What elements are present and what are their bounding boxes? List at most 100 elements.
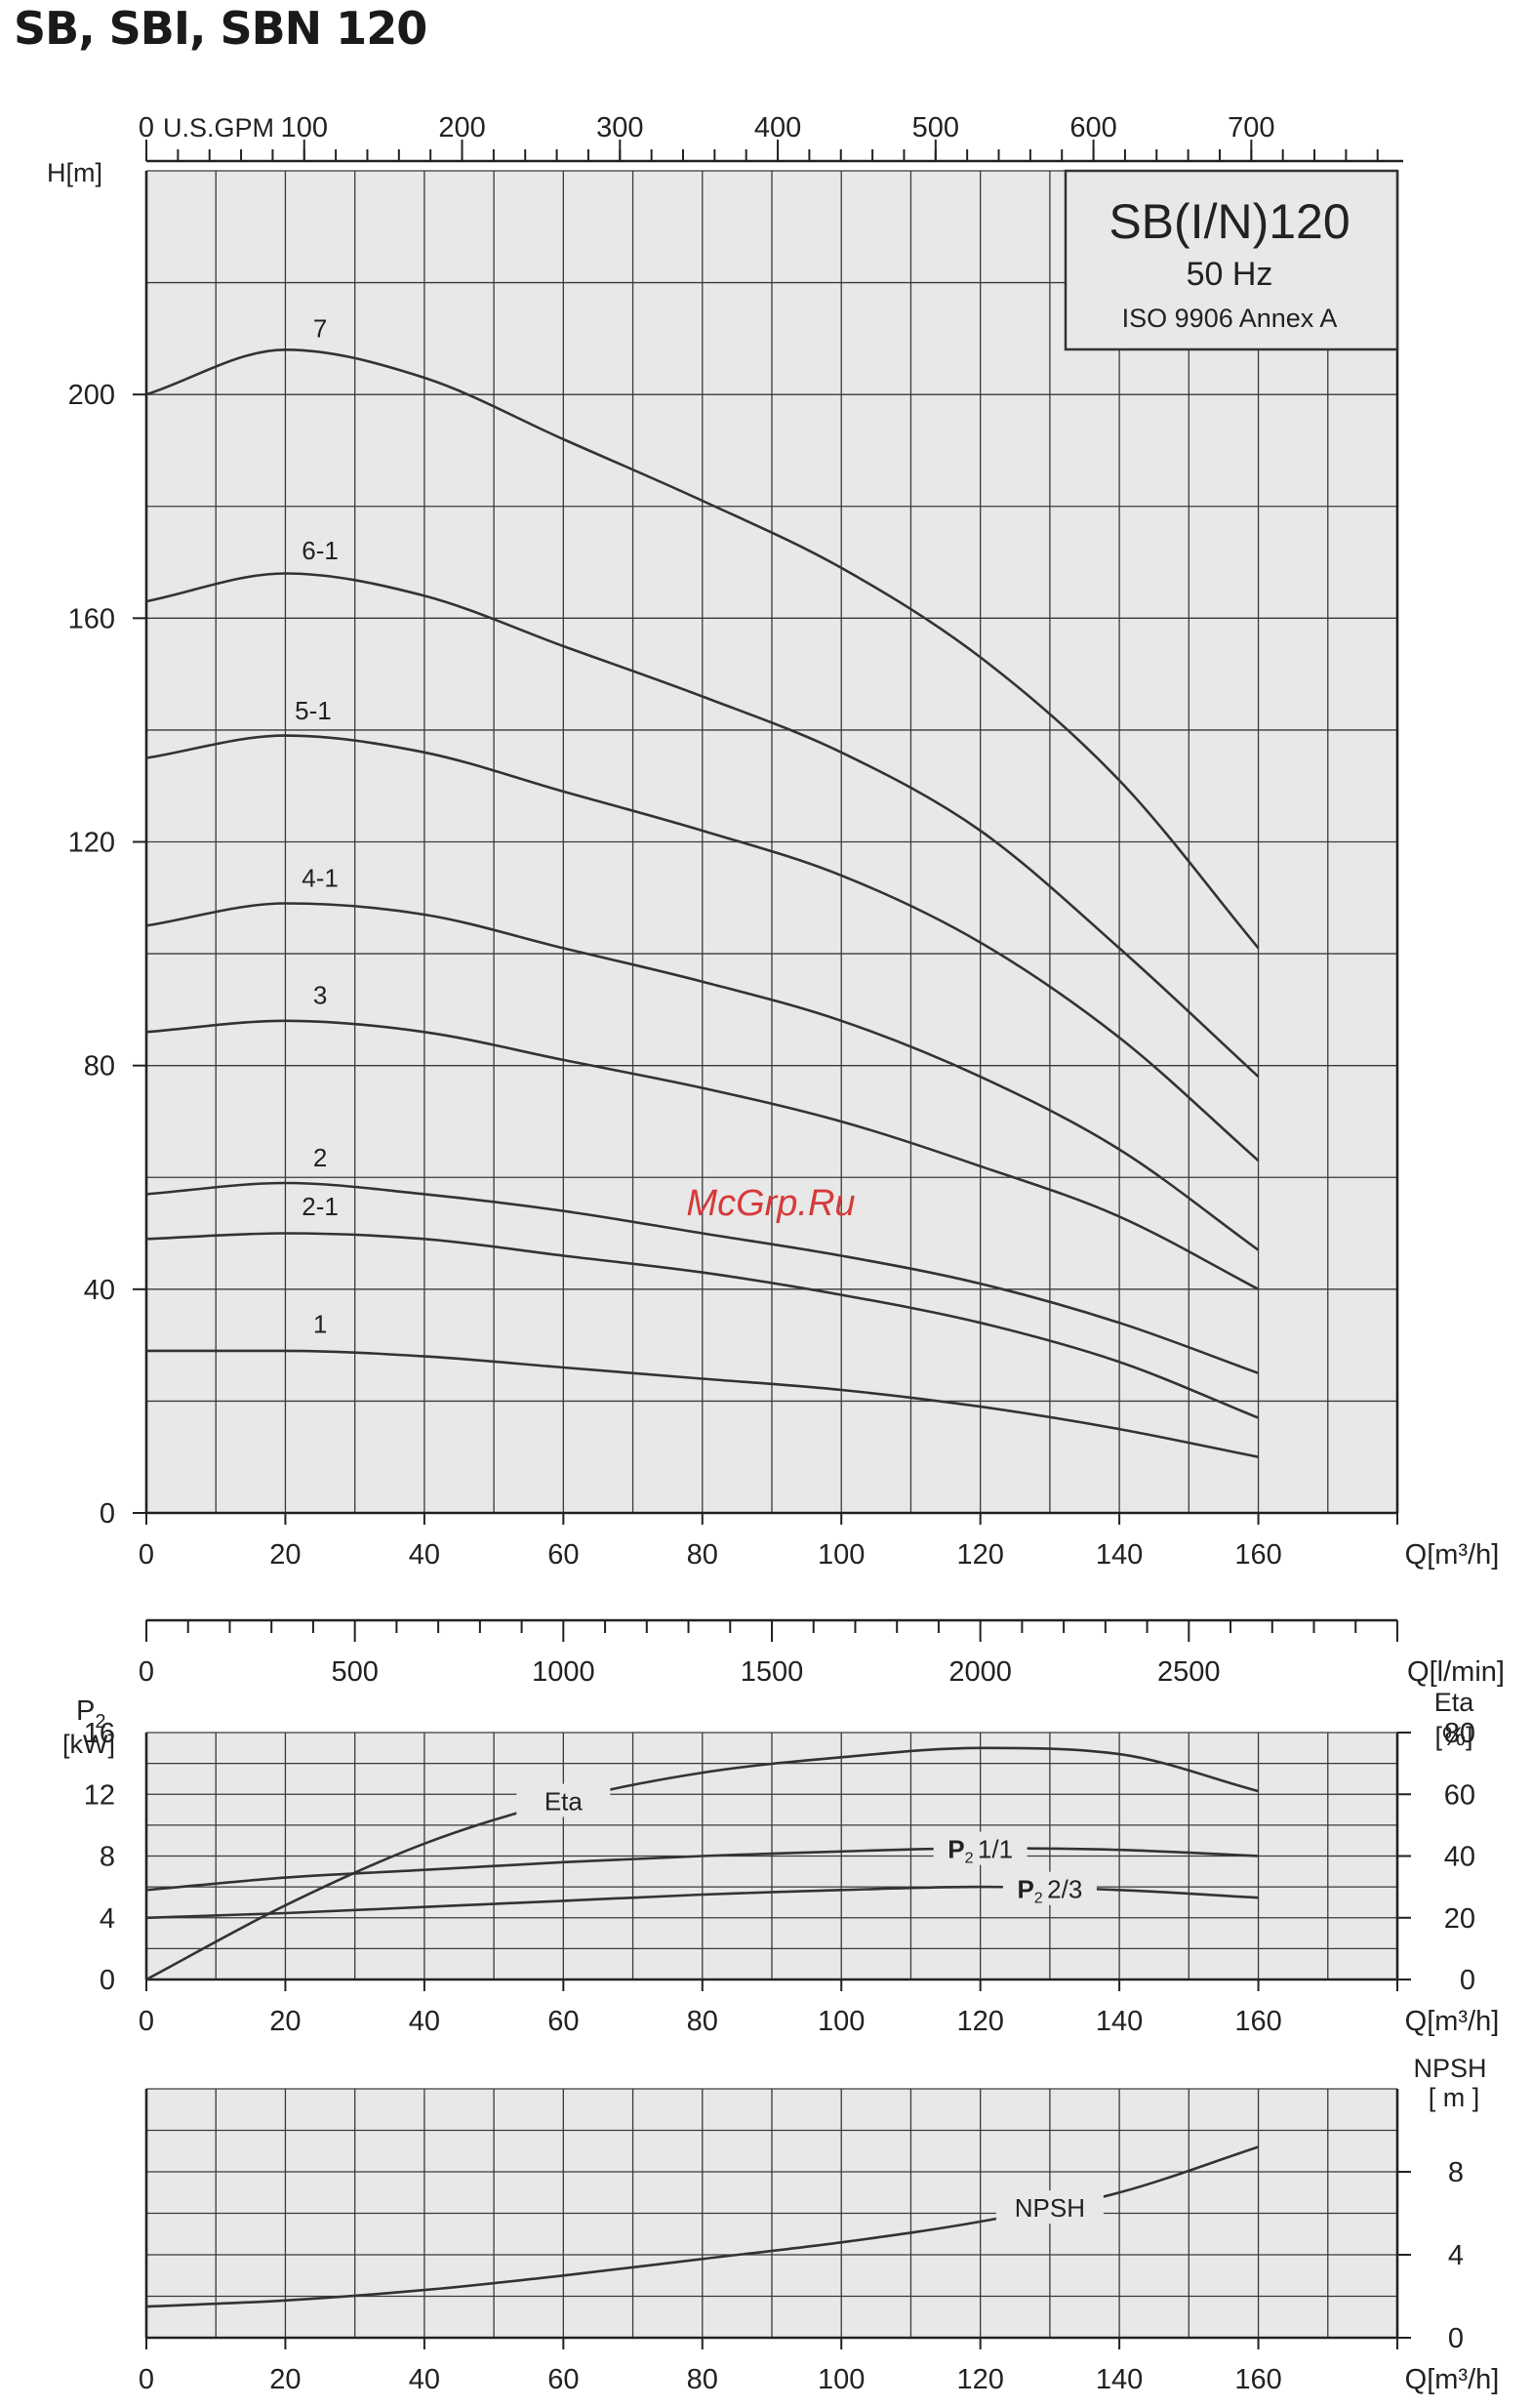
- head-curve-label: 5-1: [295, 696, 332, 725]
- power-x-tick-label: 0: [139, 2006, 154, 2037]
- gpm-axis-tick-label: 500: [912, 112, 959, 143]
- lmin-axis-tick-label: 2500: [1157, 1656, 1221, 1688]
- head-curve-label: 2: [313, 1143, 327, 1172]
- head-curve-label: 2-1: [302, 1192, 339, 1221]
- head-x-tick-label: 140: [1096, 1539, 1143, 1571]
- gpm-axis-tick-label: 100: [281, 112, 328, 143]
- npsh-x-axis-label: Q[m³/h]: [1405, 2364, 1500, 2395]
- head-curve-3: [145, 1019, 1260, 1290]
- power-x-tick-label: 40: [409, 2006, 440, 2037]
- head-y-tick-label: 40: [84, 1275, 115, 1306]
- power-y-tick-label: 0: [100, 1965, 115, 1996]
- head-curve-label: 3: [313, 981, 327, 1010]
- eta-y-tick-label: 60: [1444, 1779, 1475, 1811]
- curve-label-bg: [516, 1783, 611, 1817]
- head-curve-2: [145, 1181, 1260, 1375]
- npsh-x-tick-label: 0: [139, 2364, 154, 2395]
- gpm-axis-tick-label: 400: [754, 112, 801, 143]
- eta-y-tick-label: 20: [1444, 1903, 1475, 1935]
- npsh-y-tick-label: 8: [1448, 2157, 1464, 2188]
- power-x-tick-label: 120: [956, 2006, 1003, 2037]
- info-box: SB(I/N)120 50 Hz ISO 9906 Annex A: [1064, 169, 1399, 351]
- head-curve-label: 7: [313, 313, 327, 343]
- lmin-axis-tick-label: 1500: [741, 1656, 804, 1688]
- gpm-axis-tick-label: 200: [438, 112, 485, 143]
- head-y-tick-label: 80: [84, 1051, 115, 1082]
- power-x-tick-label: 140: [1096, 2006, 1143, 2037]
- gpm-axis-tick-label: 0: [139, 112, 154, 143]
- power-x-tick-label: 80: [687, 2006, 718, 2037]
- info-box-title: SB(I/N)120: [1109, 194, 1350, 249]
- info-box-standard: ISO 9906 Annex A: [1122, 304, 1338, 333]
- power-y-tick-label: 16: [84, 1718, 115, 1749]
- curve-label-bg: [995, 2190, 1104, 2224]
- lmin-axis-tick-label: 1000: [532, 1656, 595, 1688]
- head-curve-1: [146, 1349, 1259, 1458]
- npsh-y-tick-label: 0: [1448, 2323, 1464, 2354]
- power-x-tick-label: 60: [547, 2006, 579, 2037]
- npsh-x-tick-label: 160: [1234, 2364, 1281, 2395]
- npsh-curve-label: NPSH: [1015, 2193, 1085, 2223]
- gpm-axis-tick-label: 300: [596, 112, 643, 143]
- head-curve-4-1: [145, 902, 1260, 1251]
- head-curve-5-1: [145, 734, 1260, 1163]
- head-curve-label: 1: [313, 1309, 327, 1338]
- head-x-tick-label: 20: [269, 1539, 301, 1571]
- npsh-x-tick-label: 100: [818, 2364, 865, 2395]
- gpm-axis-tick-label: 600: [1069, 112, 1116, 143]
- head-x-tick-label: 100: [818, 1539, 865, 1571]
- eta-y-tick-label: 0: [1460, 1965, 1475, 1996]
- lmin-axis-label: Q[l/min]: [1407, 1656, 1505, 1688]
- npsh-y-axis-unit: [ m ]: [1429, 2083, 1480, 2112]
- power-x-tick-label: 20: [269, 2006, 301, 2037]
- npsh-x-tick-label: 120: [956, 2364, 1003, 2395]
- head-curve-6-1: [145, 572, 1260, 1079]
- power-curve-label: Eta: [544, 1787, 584, 1816]
- npsh-x-tick-label: 20: [269, 2364, 301, 2395]
- npsh-x-tick-label: 40: [409, 2364, 440, 2395]
- npsh-y-tick-label: 4: [1448, 2240, 1464, 2271]
- eta-y-axis-unit: [%]: [1434, 1722, 1472, 1751]
- power-curve-label: P2 2/3: [1017, 1875, 1082, 1907]
- power-curve-P2-1-1: [145, 1847, 1259, 1892]
- power-y-tick-label: 12: [84, 1779, 115, 1811]
- lmin-axis-tick-label: 2000: [948, 1656, 1012, 1688]
- info-box-frequency: 50 Hz: [1187, 256, 1273, 293]
- lmin-axis-tick-label: 500: [331, 1656, 378, 1688]
- head-curve-7: [145, 347, 1260, 950]
- head-x-tick-label: 0: [139, 1539, 154, 1571]
- power-curve-Eta: [145, 1746, 1259, 1981]
- gpm-axis-tick-label: 700: [1228, 112, 1274, 143]
- power-y-tick-label: 4: [100, 1903, 115, 1935]
- head-y-axis-label: H[m]: [47, 158, 102, 187]
- head-y-tick-label: 160: [68, 603, 115, 634]
- gpm-axis-label: U.S.GPM: [163, 113, 274, 143]
- head-x-axis-label: Q[m³/h]: [1405, 1539, 1500, 1571]
- head-x-tick-label: 120: [956, 1539, 1003, 1571]
- power-y-tick-label: 8: [100, 1842, 115, 1873]
- power-x-tick-label: 100: [818, 2006, 865, 2037]
- head-curve-label: 6-1: [302, 536, 339, 565]
- head-x-tick-label: 80: [687, 1539, 718, 1571]
- power-curve-label: P2 1/1: [947, 1835, 1013, 1867]
- head-y-tick-label: 200: [68, 380, 115, 411]
- eta-y-tick-label: 80: [1444, 1718, 1475, 1749]
- npsh-y-axis-label: NPSH: [1413, 2054, 1486, 2083]
- curve-label-bg: [1002, 1871, 1097, 1905]
- curve-label-bg: [933, 1831, 1028, 1865]
- npsh-x-tick-label: 80: [687, 2364, 718, 2395]
- head-y-tick-label: 120: [68, 828, 115, 859]
- head-y-tick-label: 0: [100, 1498, 115, 1530]
- head-curve-2-1: [145, 1232, 1260, 1419]
- page-title: SB, SBI, SBN 120: [14, 2, 427, 55]
- lmin-axis-tick-label: 0: [139, 1656, 154, 1688]
- eta-y-axis-label: Eta: [1434, 1688, 1475, 1717]
- power-y-axis-unit: [kW]: [62, 1730, 115, 1759]
- power-x-axis-label: Q[m³/h]: [1405, 2006, 1500, 2037]
- head-x-tick-label: 40: [409, 1539, 440, 1571]
- info-box-frame: [1064, 169, 1399, 351]
- watermark: McGrp.Ru: [686, 1183, 855, 1224]
- npsh-x-tick-label: 60: [547, 2364, 579, 2395]
- head-x-tick-label: 60: [547, 1539, 579, 1571]
